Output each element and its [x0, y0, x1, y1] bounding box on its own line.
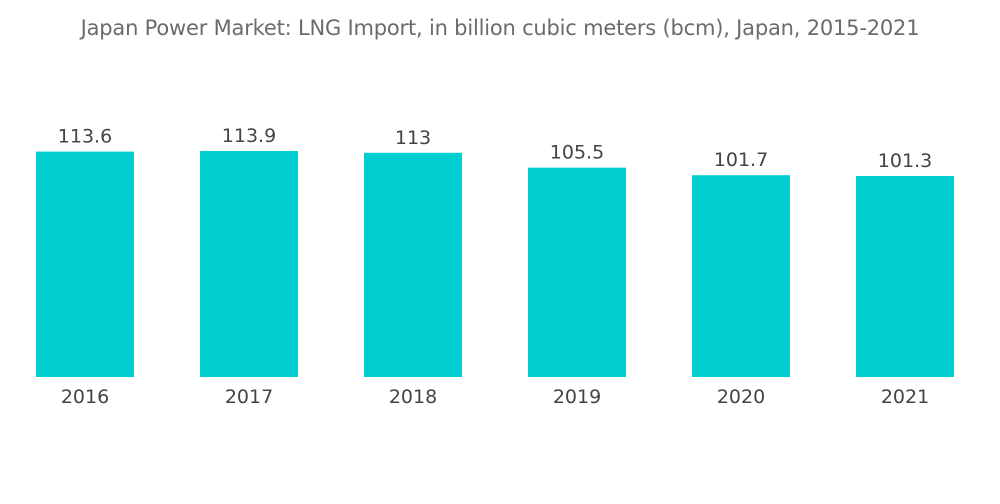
chart-title: Japan Power Market: LNG Import, in billi…: [80, 16, 920, 40]
value-label-2018: 113: [395, 127, 431, 149]
value-labels-layer: 113.6 113.9 113 105.5 101.7 101.3: [58, 125, 932, 172]
value-label-2017: 113.9: [222, 125, 276, 147]
value-label-2016: 113.6: [58, 126, 112, 148]
bar-2020: [692, 175, 790, 377]
bar-2018: [364, 152, 462, 377]
x-tick-label-2020: 2020: [717, 386, 765, 408]
x-tick-label-2017: 2017: [225, 386, 273, 408]
bars-layer: [36, 151, 954, 377]
bar-2019: [528, 167, 626, 377]
value-label-2020: 101.7: [714, 149, 768, 171]
x-tick-labels-layer: 2016 2017 2018 2019 2020 2021: [61, 386, 929, 408]
bar-2017: [200, 151, 298, 377]
x-tick-label-2021: 2021: [881, 386, 929, 408]
bar-2021: [856, 176, 954, 377]
x-tick-label-2018: 2018: [389, 386, 437, 408]
value-label-2019: 105.5: [550, 142, 604, 164]
x-tick-label-2016: 2016: [61, 386, 109, 408]
bar-2016: [36, 151, 134, 377]
x-tick-label-2019: 2019: [553, 386, 601, 408]
value-label-2021: 101.3: [878, 150, 932, 172]
